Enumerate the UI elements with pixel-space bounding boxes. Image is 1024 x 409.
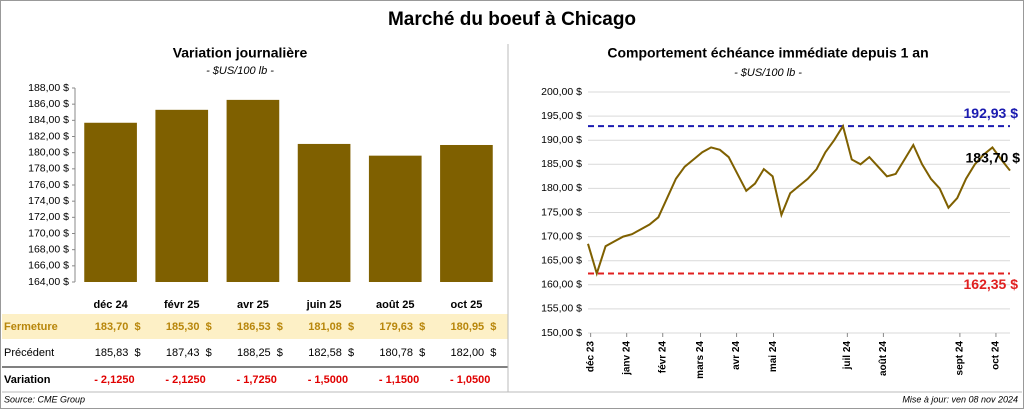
table-cell: 186,53 $ [237,321,283,333]
y-tick-label: 155,00 $ [541,303,582,315]
table-cell: 182,58 $ [308,347,354,359]
x-tick-label: déc 24 [93,299,128,311]
updated: Mise à jour: ven 08 nov 2024 [902,394,1018,404]
x-tick-label: août 24 [878,341,889,376]
highlight-row [2,314,508,339]
x-tick-label: oct 25 [451,299,483,311]
x-tick-label: mars 24 [695,341,706,379]
x-tick-label: avr 24 [731,341,742,370]
table-cell: - 1,7250 [237,374,277,386]
y-tick-label: 188,00 $ [28,82,69,94]
table-cell: - 1,0500 [450,374,490,386]
y-tick-label: 168,00 $ [28,243,69,255]
table-cell: - 1,1500 [379,374,419,386]
table-cell: 179,63 $ [379,321,425,333]
y-tick-label: 190,00 $ [541,134,582,146]
source: Source: CME Group [4,394,85,404]
x-tick-label: févr 24 [657,341,668,374]
y-tick-label: 185,00 $ [541,158,582,170]
chart-subtitle: - $US/100 lb - [206,65,274,77]
x-tick-label: mai 24 [768,341,779,373]
table-cell: - 1,5000 [308,374,348,386]
table-cell: 180,95 $ [451,321,497,333]
y-tick-label: 164,00 $ [28,276,69,288]
table-cell: 185,83 $ [95,347,141,359]
y-tick-label: 175,00 $ [541,206,582,218]
x-tick-label: févr 25 [164,299,199,311]
bar [155,109,209,282]
row-label: Précédent [4,347,54,359]
page-title: Marché du boeuf à Chicago [388,9,636,30]
reference-label: 192,93 $ [964,105,1019,121]
y-tick-label: 195,00 $ [541,110,582,122]
y-tick-label: 182,00 $ [28,130,69,142]
row-label: Variation [4,374,51,386]
x-tick-label: janv 24 [621,341,632,376]
x-tick-label: sept 24 [955,341,966,376]
y-tick-label: 166,00 $ [28,260,69,272]
table-cell: 180,78 $ [379,347,425,359]
table-cell: 185,30 $ [166,321,212,333]
table-cell: 183,70 $ [95,321,141,333]
y-tick-label: 170,00 $ [541,230,582,242]
y-tick-label: 150,00 $ [541,327,582,339]
last-value-label: 183,70 $ [966,149,1021,165]
price-line [587,123,1011,277]
row-label: Fermeture [4,321,58,333]
y-tick-label: 174,00 $ [28,195,69,207]
x-tick-label: juil 24 [842,341,853,371]
x-tick-label: avr 25 [237,299,269,311]
y-tick-label: 170,00 $ [28,227,69,239]
bar [368,155,422,282]
table-cell: 188,25 $ [237,347,283,359]
chart-subtitle: - $US/100 lb - [734,67,802,79]
y-tick-label: 180,00 $ [541,182,582,194]
y-tick-label: 165,00 $ [541,254,582,266]
table-cell: 182,00 $ [451,347,497,359]
y-tick-label: 160,00 $ [541,279,582,291]
chart-title: Comportement échéance immédiate depuis 1… [607,45,928,61]
bar [84,122,137,282]
y-tick-label: 186,00 $ [28,98,69,110]
bar [297,143,351,282]
y-tick-label: 200,00 $ [541,86,582,98]
x-tick-label: déc 23 [585,341,596,373]
bar [226,99,280,282]
bar [440,144,493,282]
table-cell: - 2,1250 [165,374,205,386]
y-tick-label: 172,00 $ [28,211,69,223]
x-tick-label: oct 24 [991,341,1002,370]
table-cell: 187,43 $ [166,347,212,359]
y-tick-label: 178,00 $ [28,163,69,175]
table-cell: 181,08 $ [308,321,354,333]
reference-label: 162,35 $ [964,276,1019,292]
y-tick-label: 180,00 $ [28,146,69,158]
x-tick-label: août 25 [376,299,415,311]
table-cell: - 2,1250 [94,374,134,386]
y-tick-label: 184,00 $ [28,114,69,126]
x-tick-label: juin 25 [306,299,342,311]
chart-title: Variation journalière [173,45,308,61]
y-tick-label: 176,00 $ [28,179,69,191]
